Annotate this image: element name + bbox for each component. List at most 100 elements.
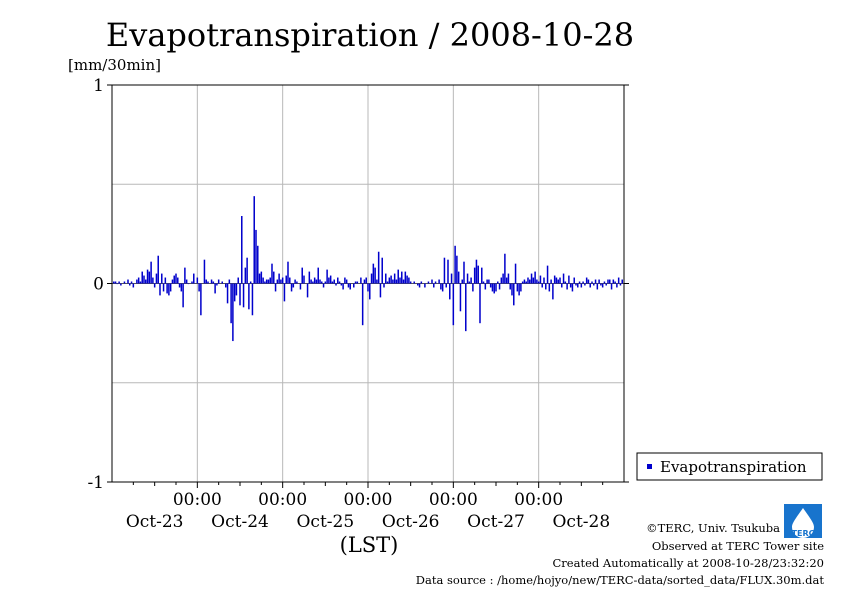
evapotranspiration-bar (617, 277, 620, 284)
evapotranspiration-bar (507, 273, 510, 284)
evapotranspiration-bar (210, 279, 213, 284)
evapotranspiration-bar (433, 283, 435, 288)
evapotranspiration-bar (550, 279, 552, 284)
credits: ©TERC, Univ. Tsukuba Observed at TERC To… (416, 521, 825, 587)
x-day-label: Oct-25 (296, 512, 354, 532)
evapotranspiration-bar (497, 281, 499, 284)
evapotranspiration-bar (145, 279, 147, 284)
evapotranspiration-bar (585, 277, 588, 284)
evapotranspiration-bar (285, 275, 287, 284)
evapotranspiration-bar (530, 273, 533, 284)
evapotranspiration-bar (345, 279, 348, 284)
evapotranspiration-bar (344, 277, 346, 284)
evapotranspiration-bar (301, 267, 303, 284)
evapotranspiration-bar (328, 277, 330, 284)
evapotranspiration-bar (612, 279, 615, 284)
evapotranspiration-bar (383, 283, 385, 288)
evapotranspiration-bar (539, 275, 542, 284)
evapotranspiration-bar (248, 283, 250, 310)
evapotranspiration-bar (616, 283, 618, 288)
evapotranspiration-bar (216, 283, 218, 286)
evapotranspiration-bar (523, 279, 526, 284)
x-day-label: Oct-24 (211, 512, 269, 532)
evapotranspiration-bar (139, 281, 142, 284)
evapotranspiration-bar (546, 265, 549, 284)
evapotranspiration-bar (203, 259, 206, 284)
y-tick-label: -1 (87, 473, 104, 493)
evapotranspiration-bar (449, 283, 451, 300)
evapotranspiration-bar (504, 253, 506, 284)
evapotranspiration-bar (537, 281, 540, 284)
evapotranspiration-bar (466, 273, 469, 284)
evapotranspiration-bar (619, 283, 622, 286)
evapotranspiration-bar (175, 273, 177, 284)
evapotranspiration-bar (582, 281, 584, 284)
evapotranspiration-bar (253, 196, 255, 284)
evapotranspiration-bar (161, 273, 163, 284)
evapotranspiration-bar (289, 277, 291, 284)
source-text: Data source : /home/hojyo/new/TERC-data/… (416, 573, 825, 587)
evapotranspiration-bar (257, 245, 259, 284)
evapotranspiration-bar (361, 283, 364, 326)
evapotranspiration-bar (489, 283, 492, 288)
evapotranspiration-bar (329, 275, 332, 284)
evapotranspiration-bar (377, 251, 380, 284)
evapotranspiration-bar (244, 267, 247, 284)
evapotranspiration-bar (516, 283, 519, 292)
evapotranspiration-bar (239, 283, 241, 306)
legend-marker (647, 464, 652, 469)
evapotranspiration-bar (614, 281, 616, 284)
evapotranspiration-bar (406, 275, 408, 284)
evapotranspiration-bar (196, 277, 199, 284)
evapotranspiration-bar (205, 279, 207, 284)
evapotranspiration-bar (280, 279, 282, 284)
evapotranspiration-bar (505, 277, 508, 284)
evapotranspiration-bar (290, 283, 293, 292)
evapotranspiration-bar (187, 283, 190, 285)
evapotranspiration-bar (232, 283, 234, 342)
evapotranspiration-bar (333, 279, 335, 284)
x-tick-time-label: 00:00 (173, 490, 222, 510)
evapotranspiration-bar (473, 267, 476, 284)
evapotranspiration-bar (251, 283, 254, 316)
evapotranspiration-bar (214, 283, 216, 294)
evapotranspiration-bar (159, 283, 161, 296)
evapotranspiration-bar (580, 283, 583, 288)
evapotranspiration-bar (465, 283, 467, 332)
evapotranspiration-bar (278, 273, 280, 284)
created-text: Created Automatically at 2008-10-28/23:3… (553, 556, 825, 570)
evapotranspiration-bar (315, 279, 318, 284)
evapotranspiration-bar (577, 283, 579, 288)
evapotranspiration-bar (153, 283, 156, 288)
evapotranspiration-bar (409, 281, 412, 284)
evapotranspiration-bar (566, 283, 568, 290)
evapotranspiration-bar (177, 277, 179, 284)
evapotranspiration-bar (441, 283, 444, 292)
copyright-text: ©TERC, Univ. Tsukuba (646, 521, 780, 535)
evapotranspiration-bar (269, 277, 271, 284)
evapotranspiration-bar (182, 283, 184, 308)
y-axis-ticks: 1 0 -1 (87, 76, 629, 493)
legend: Evapotranspiration (636, 452, 823, 481)
evapotranspiration-bar (609, 279, 611, 284)
evapotranspiration-bar (607, 279, 609, 284)
x-tick-time-label: 00:00 (514, 490, 563, 510)
evapotranspiration-bar (488, 279, 490, 284)
evapotranspiration-bar (514, 263, 517, 284)
evapotranspiration-bar (353, 283, 355, 288)
evapotranspiration-bar (262, 277, 264, 284)
evapotranspiration-bar (559, 277, 561, 284)
evapotranspiration-bar (594, 279, 597, 284)
evapotranspiration-bar (461, 279, 463, 284)
evapotranspiration-bar (440, 283, 442, 290)
evapotranspiration-bar (456, 255, 458, 284)
evapotranspiration-bar (242, 283, 245, 308)
evapotranspiration-bar (388, 277, 391, 284)
evapotranspiration-bar (317, 267, 319, 284)
evapotranspiration-bar (349, 283, 351, 290)
evapotranspiration-bar (536, 279, 538, 284)
evapotranspiration-bar (553, 275, 556, 284)
evapotranspiration-bar (372, 263, 375, 284)
evapotranspiration-bar (157, 255, 159, 284)
evapotranspiration-bar (568, 275, 570, 284)
